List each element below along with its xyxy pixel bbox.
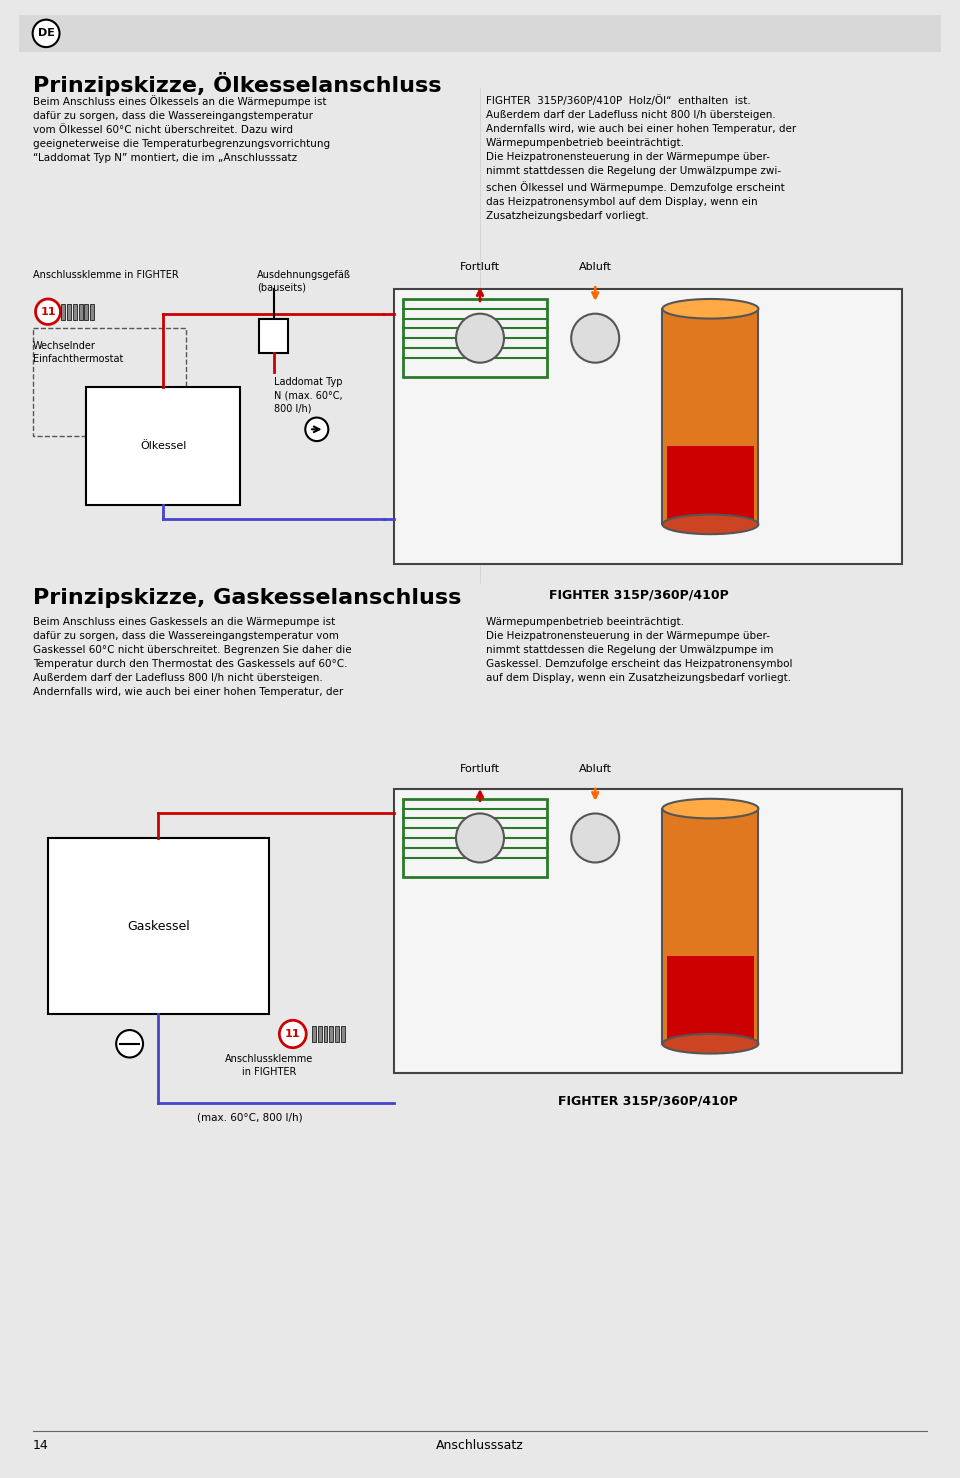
- Text: Wärmepumpenbetrieb beeinträchtigt.
Die Heizpatronensteuerung in der Wärmepumpe ü: Wärmepumpenbetrieb beeinträchtigt. Die H…: [486, 618, 792, 683]
- Text: FIGHTER  315P/360P/410P  Holz/Öl“  enthalten  ist.
Außerdem darf der Ladefluss n: FIGHTER 315P/360P/410P Holz/Öl“ enthalte…: [486, 95, 796, 220]
- Text: Anschlusssatz: Anschlusssatz: [436, 1440, 524, 1451]
- Text: FIGHTER 315P/360P/410P: FIGHTER 315P/360P/410P: [558, 1095, 738, 1107]
- Bar: [335, 1026, 339, 1042]
- Bar: [324, 1026, 327, 1042]
- Ellipse shape: [662, 299, 758, 319]
- Bar: [73, 304, 77, 319]
- Bar: [341, 1026, 345, 1042]
- Circle shape: [279, 1020, 306, 1048]
- Circle shape: [116, 1030, 143, 1057]
- Text: DE: DE: [37, 28, 55, 38]
- Bar: [329, 1026, 333, 1042]
- Text: 14: 14: [33, 1440, 48, 1451]
- Bar: [667, 446, 754, 519]
- Bar: [61, 304, 65, 319]
- Text: 11: 11: [285, 1029, 300, 1039]
- Text: Anschlussklemme in FIGHTER: Anschlussklemme in FIGHTER: [33, 269, 179, 279]
- Bar: [312, 1026, 316, 1042]
- Bar: [662, 808, 758, 1043]
- Ellipse shape: [662, 798, 758, 819]
- Bar: [67, 304, 71, 319]
- Circle shape: [456, 313, 504, 362]
- Text: Prinzipskizze, Gaskesselanschluss: Prinzipskizze, Gaskesselanschluss: [33, 588, 461, 607]
- Text: Fortluft: Fortluft: [460, 764, 500, 774]
- Bar: [48, 838, 269, 1014]
- Bar: [84, 304, 88, 319]
- Circle shape: [36, 299, 60, 325]
- Bar: [394, 290, 902, 563]
- Bar: [403, 299, 547, 377]
- Bar: [667, 956, 754, 1039]
- Text: 11: 11: [40, 307, 56, 316]
- Circle shape: [33, 19, 60, 47]
- Text: Beim Anschluss eines Gaskessels an die Wärmepumpe ist
dafür zu sorgen, dass die : Beim Anschluss eines Gaskessels an die W…: [33, 618, 351, 698]
- Bar: [662, 309, 758, 525]
- Bar: [394, 789, 902, 1073]
- Bar: [90, 304, 94, 319]
- Text: Ölkessel: Ölkessel: [140, 440, 186, 451]
- Text: (max. 60°C, 800 l/h): (max. 60°C, 800 l/h): [197, 1113, 302, 1122]
- Text: Wechselnder
Einfachthermostat: Wechselnder Einfachthermostat: [33, 341, 123, 364]
- Text: Gaskessel: Gaskessel: [127, 919, 190, 933]
- Text: Anschlussklemme
in FIGHTER: Anschlussklemme in FIGHTER: [225, 1054, 313, 1077]
- Bar: [86, 387, 240, 505]
- Circle shape: [571, 313, 619, 362]
- Circle shape: [571, 813, 619, 863]
- FancyBboxPatch shape: [19, 15, 941, 52]
- Bar: [318, 1026, 322, 1042]
- Circle shape: [305, 418, 328, 440]
- Text: Fortluft: Fortluft: [460, 262, 500, 272]
- Ellipse shape: [662, 1035, 758, 1054]
- Text: Abluft: Abluft: [579, 764, 612, 774]
- Text: Prinzipskizze, Ölkesselanschluss: Prinzipskizze, Ölkesselanschluss: [33, 71, 442, 96]
- Bar: [259, 319, 288, 353]
- Ellipse shape: [662, 514, 758, 534]
- Text: FIGHTER 315P/360P/410P: FIGHTER 315P/360P/410P: [548, 588, 729, 602]
- Text: Ausdehnungsgefäß
(bauseits): Ausdehnungsgefäß (bauseits): [257, 269, 351, 293]
- Circle shape: [456, 813, 504, 863]
- Text: Beim Anschluss eines Ölkessels an die Wärmepumpe ist
dafür zu sorgen, dass die W: Beim Anschluss eines Ölkessels an die Wä…: [33, 95, 330, 163]
- Bar: [79, 304, 83, 319]
- Bar: [403, 798, 547, 876]
- Text: Abluft: Abluft: [579, 262, 612, 272]
- Text: Laddomat Typ
N (max. 60°C,
800 l/h): Laddomat Typ N (max. 60°C, 800 l/h): [274, 377, 342, 414]
